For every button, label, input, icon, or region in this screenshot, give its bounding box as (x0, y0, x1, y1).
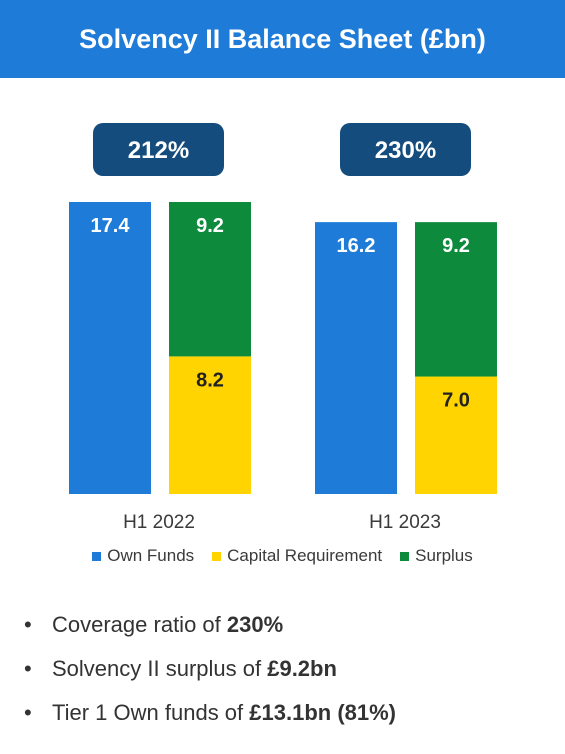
bullet-value: £9.2bn (267, 656, 337, 681)
ratio-label-h1-2022: 212% (128, 137, 189, 164)
data-label-capital-requirement-h1-2022: 8.2 (196, 369, 224, 391)
bullet-tier1-own-funds: • Tier 1 Own funds of £13.1bn (81%) (24, 700, 554, 744)
bullet-value: 230% (226, 612, 284, 637)
legend-label-surplus: Surplus (415, 546, 473, 565)
bullet-text: Coverage ratio of (52, 612, 227, 637)
bar-own-funds-h1-2022 (69, 202, 151, 494)
data-label-own-funds-h1-2023: 16.2 (337, 235, 376, 257)
legend-swatch-surplus (400, 551, 410, 561)
key-points-list: • Coverage ratio of 230% • Solvency II s… (24, 612, 554, 744)
legend-swatch-capital-requirement (212, 551, 222, 561)
legend-item-surplus: Surplus (400, 546, 473, 566)
bullet-marker: • (24, 700, 32, 725)
data-label-own-funds-h1-2022: 17.4 (91, 215, 131, 237)
bullet-marker: • (24, 612, 32, 637)
legend-item-capital-requirement: Capital Requirement (212, 546, 382, 566)
bar-surplus-h1-2023 (415, 222, 497, 377)
bullet-coverage-ratio: • Coverage ratio of 230% (24, 612, 554, 656)
bullet-solvency-surplus: • Solvency II surplus of £9.2bn (24, 656, 554, 700)
ratio-label-h1-2023: 230% (375, 137, 436, 164)
solvency-chart: 17.4 8.2 9.2 212% H1 2022 16.2 7.0 9.2 230% H1 20… (69, 123, 497, 533)
page-title: Solvency II Balance Sheet (£bn) (79, 23, 486, 54)
title-banner: Solvency II Balance Sheet (£bn) (0, 0, 565, 78)
data-label-surplus-h1-2022: 9.2 (196, 215, 224, 237)
legend-label-capital-requirement: Capital Requirement (227, 546, 383, 565)
legend-label-own-funds: Own Funds (107, 546, 195, 565)
bar-own-funds-h1-2023 (315, 222, 397, 494)
data-label-capital-requirement-h1-2023: 7.0 (442, 390, 470, 412)
bar-capital-requirement-h1-2023 (415, 376, 497, 494)
bullet-value: £13.1bn (81%) (249, 700, 397, 725)
bar-surplus-h1-2022 (169, 202, 251, 357)
legend-swatch-own-funds (92, 551, 102, 561)
legend-item-own-funds: Own Funds (92, 546, 194, 566)
bullet-marker: • (24, 656, 32, 681)
chart-legend: Own Funds Capital Requirement Surplus (0, 546, 565, 566)
category-label-h1-2023: H1 2023 (369, 512, 441, 533)
bullet-text: Solvency II surplus of (52, 656, 268, 681)
category-label-h1-2022: H1 2022 (123, 512, 195, 533)
data-label-surplus-h1-2023: 9.2 (442, 235, 470, 257)
ratio-badge-h1-2022 (93, 123, 224, 176)
bar-capital-requirement-h1-2022 (169, 356, 251, 494)
bullet-text: Tier 1 Own funds of (52, 700, 250, 725)
ratio-badge-h1-2023 (340, 123, 471, 176)
